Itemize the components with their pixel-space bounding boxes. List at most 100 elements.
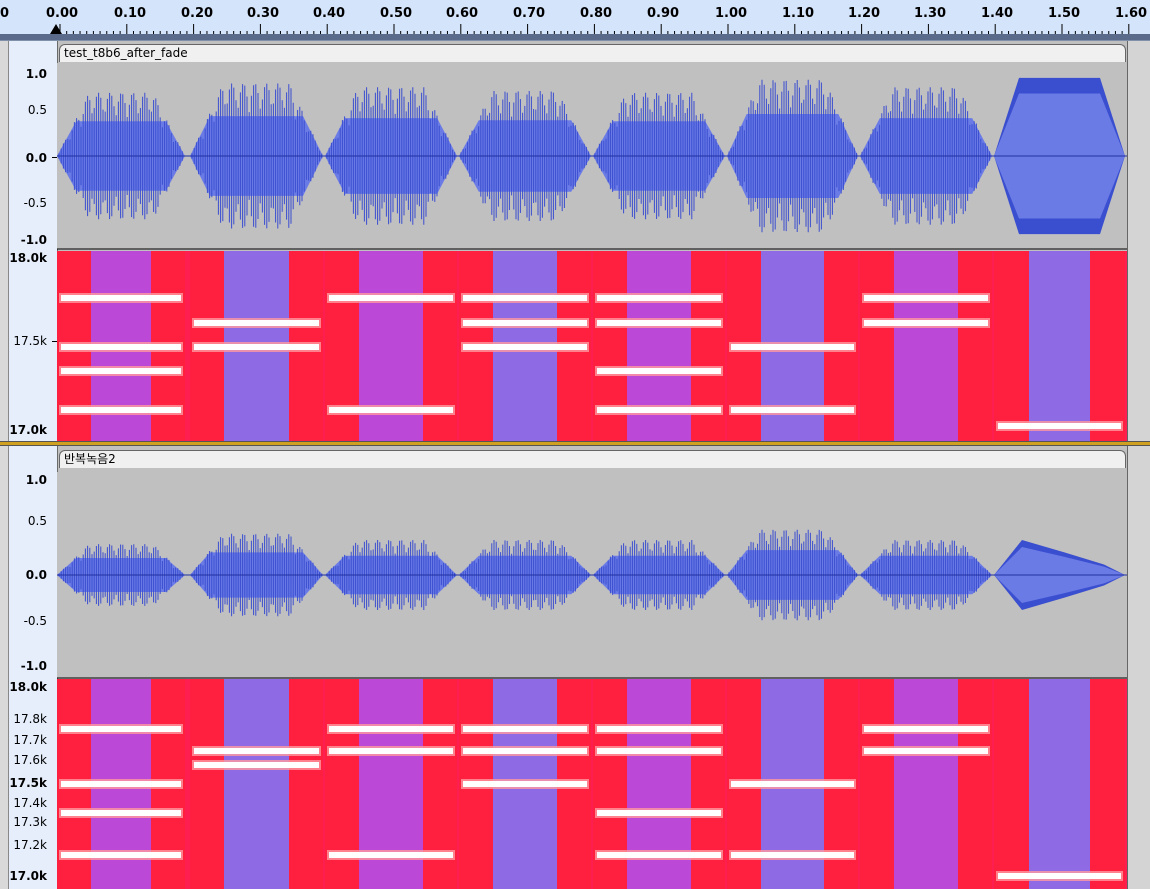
track-1-display[interactable] <box>57 41 1127 441</box>
spec-scale-17-5k: 17.5k <box>13 335 47 347</box>
ruler-label: 0.00 <box>46 6 78 21</box>
ruler-label: 1.10 <box>782 6 814 21</box>
spec-scale-17-7k: 17.7k <box>13 734 47 746</box>
spectrogram-segment <box>994 251 1125 441</box>
wave-scale-1-0: 1.0 <box>26 68 47 80</box>
ruler-label: 1.30 <box>914 6 946 21</box>
spectrogram-segment <box>860 679 992 889</box>
ruler-label: 0 <box>0 6 9 21</box>
tone-band <box>192 342 321 352</box>
ruler-baseline <box>0 34 1150 40</box>
tone-band <box>192 760 321 770</box>
ruler-label: 1.20 <box>848 6 880 21</box>
tone-band <box>327 405 455 415</box>
ruler-label: 0.60 <box>446 6 478 21</box>
tone-band <box>595 293 723 303</box>
wave-scale-0-5: 0.5 <box>28 515 47 527</box>
track-right-margin <box>1127 446 1150 889</box>
ruler-label: 0.30 <box>247 6 279 21</box>
tone-band <box>729 779 856 789</box>
tone-band <box>595 808 723 818</box>
audio-track-1[interactable]: 1.0 0.5 0.0 -0.5 -1.0 18.0k 17.5k 17.0k … <box>0 41 1150 441</box>
ruler-label: 0.50 <box>380 6 412 21</box>
ruler-label: 0.20 <box>181 6 213 21</box>
tone-band <box>461 746 589 756</box>
tone-band <box>996 421 1123 431</box>
tone-band <box>595 746 723 756</box>
wave-scale-neg-0-5: -0.5 <box>24 615 47 627</box>
tone-band <box>461 318 589 328</box>
tone-band <box>595 318 723 328</box>
tone-band <box>327 850 455 860</box>
ruler-label: 0.10 <box>114 6 146 21</box>
tone-band <box>327 724 455 734</box>
tone-band <box>862 746 990 756</box>
ruler-label: 0.80 <box>580 6 612 21</box>
tone-band <box>59 405 183 415</box>
tone-band <box>862 724 990 734</box>
track-2-scale: 1.0 0.5 0.0 -0.5 -1.0 18.0k 17.8k 17.7k … <box>9 446 58 889</box>
spec-scale-17-2k: 17.2k <box>13 839 47 851</box>
tone-band <box>59 779 183 789</box>
tone-band <box>59 724 183 734</box>
tone-band <box>59 808 183 818</box>
spec-scale-17k: 17.0k <box>9 424 47 436</box>
tone-band <box>595 850 723 860</box>
spec-scale-18k: 18.0k <box>9 681 47 693</box>
spec-scale-17k: 17.0k <box>9 870 47 882</box>
track-2-display[interactable] <box>57 446 1127 889</box>
ruler-label: 1.50 <box>1048 6 1080 21</box>
wave-scale-neg-1-0: -1.0 <box>21 234 47 246</box>
spec-scale-17-6k: 17.6k <box>13 754 47 766</box>
tone-band <box>59 366 183 376</box>
playhead-marker-icon[interactable] <box>50 24 62 34</box>
track-control-panel[interactable] <box>0 41 9 441</box>
track-control-panel[interactable] <box>0 446 9 889</box>
ruler-label: 1.40 <box>981 6 1013 21</box>
spec-scale-17-5k: 17.5k <box>9 777 47 789</box>
tone-band <box>59 850 183 860</box>
tone-band <box>729 342 856 352</box>
wave-scale-1-0: 1.0 <box>26 474 47 486</box>
tone-band <box>59 293 183 303</box>
ruler-ticks <box>0 0 1150 40</box>
ruler-label: 0.70 <box>513 6 545 21</box>
tone-band <box>192 318 321 328</box>
tone-band <box>595 405 723 415</box>
track-right-margin <box>1127 41 1150 441</box>
tone-band <box>461 724 589 734</box>
tone-band <box>729 850 856 860</box>
spectrogram-segment <box>994 679 1125 889</box>
tone-band <box>327 746 455 756</box>
wave-scale-0-5: 0.5 <box>28 104 47 116</box>
tone-band <box>461 293 589 303</box>
spec-scale-17-8k: 17.8k <box>13 713 47 725</box>
tone-band <box>862 318 990 328</box>
timeline-ruler[interactable]: 0 0.00 0.10 0.20 0.30 0.40 0.50 0.60 0.70 0.80 0.9… <box>0 0 1150 41</box>
wave-scale-neg-0-5: -0.5 <box>24 197 47 209</box>
tone-band <box>729 405 856 415</box>
wave-scale-neg-1-0: -1.0 <box>21 660 47 672</box>
spec-scale-18k: 18.0k <box>9 252 47 264</box>
ruler-label: 1.60 <box>1115 6 1147 21</box>
tone-band <box>327 293 455 303</box>
ruler-label: 0.40 <box>313 6 345 21</box>
ruler-label: 1.00 <box>715 6 747 21</box>
spectrogram-segment <box>860 251 992 441</box>
tone-band <box>595 724 723 734</box>
tone-band <box>996 871 1123 881</box>
tone-band <box>59 342 183 352</box>
audio-track-2[interactable]: 1.0 0.5 0.0 -0.5 -1.0 18.0k 17.8k 17.7k … <box>0 446 1150 889</box>
tone-band <box>461 779 589 789</box>
tone-band <box>862 293 990 303</box>
tone-band <box>192 746 321 756</box>
spectrogram-segment <box>190 679 323 889</box>
spec-scale-17-4k: 17.4k <box>13 797 47 809</box>
tone-band <box>595 366 723 376</box>
wave-scale-0-0: 0.0 <box>26 152 47 164</box>
track-1-scale: 1.0 0.5 0.0 -0.5 -1.0 18.0k 17.5k 17.0k <box>9 41 58 441</box>
ruler-label: 0.90 <box>647 6 679 21</box>
tone-band <box>461 342 589 352</box>
spec-scale-17-3k: 17.3k <box>13 816 47 828</box>
wave-scale-0-0: 0.0 <box>26 569 47 581</box>
